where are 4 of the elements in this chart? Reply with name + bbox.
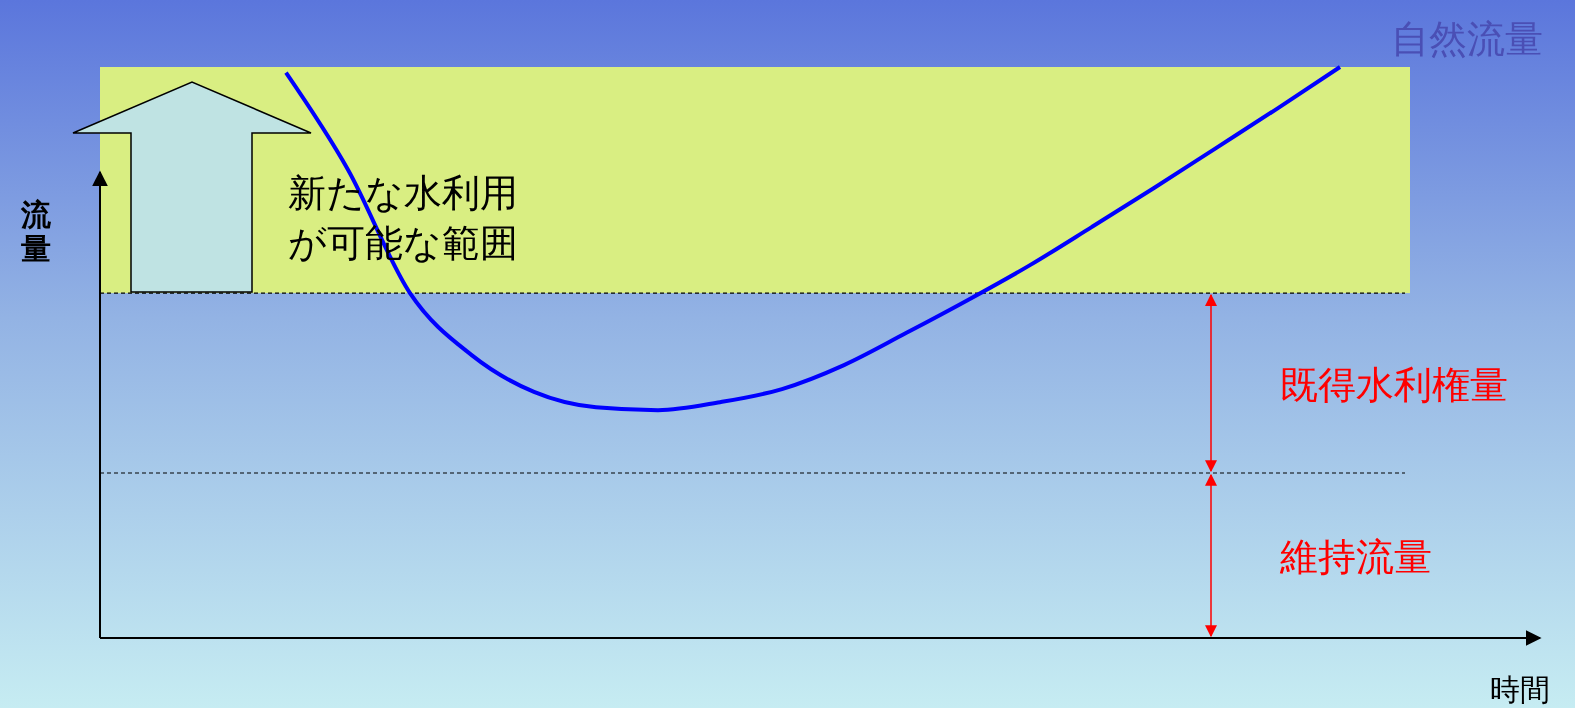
annotation: 既得水利権量 — [1280, 363, 1508, 408]
x-axis-title: 時間 — [1490, 672, 1550, 707]
y-axis-title: 流量 — [20, 197, 52, 266]
annotation: 維持流量 — [1279, 535, 1432, 580]
